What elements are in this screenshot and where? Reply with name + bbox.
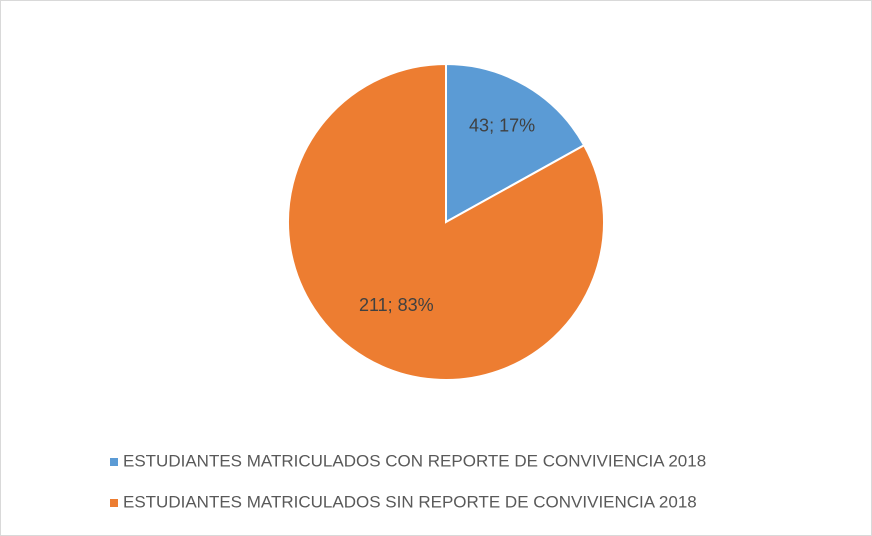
pie-slice: [287, 62, 605, 381]
legend-swatch: [110, 499, 118, 507]
legend-swatch: [110, 458, 118, 466]
data-label: 211; 83%: [359, 295, 434, 315]
legend-label: ESTUDIANTES MATRICULADOS SIN REPORTE DE …: [123, 492, 697, 511]
data-label: 43; 17%: [469, 115, 535, 135]
pie-slice: [445, 62, 586, 224]
legend-label: ESTUDIANTES MATRICULADOS CON REPORTE DE …: [123, 451, 706, 470]
